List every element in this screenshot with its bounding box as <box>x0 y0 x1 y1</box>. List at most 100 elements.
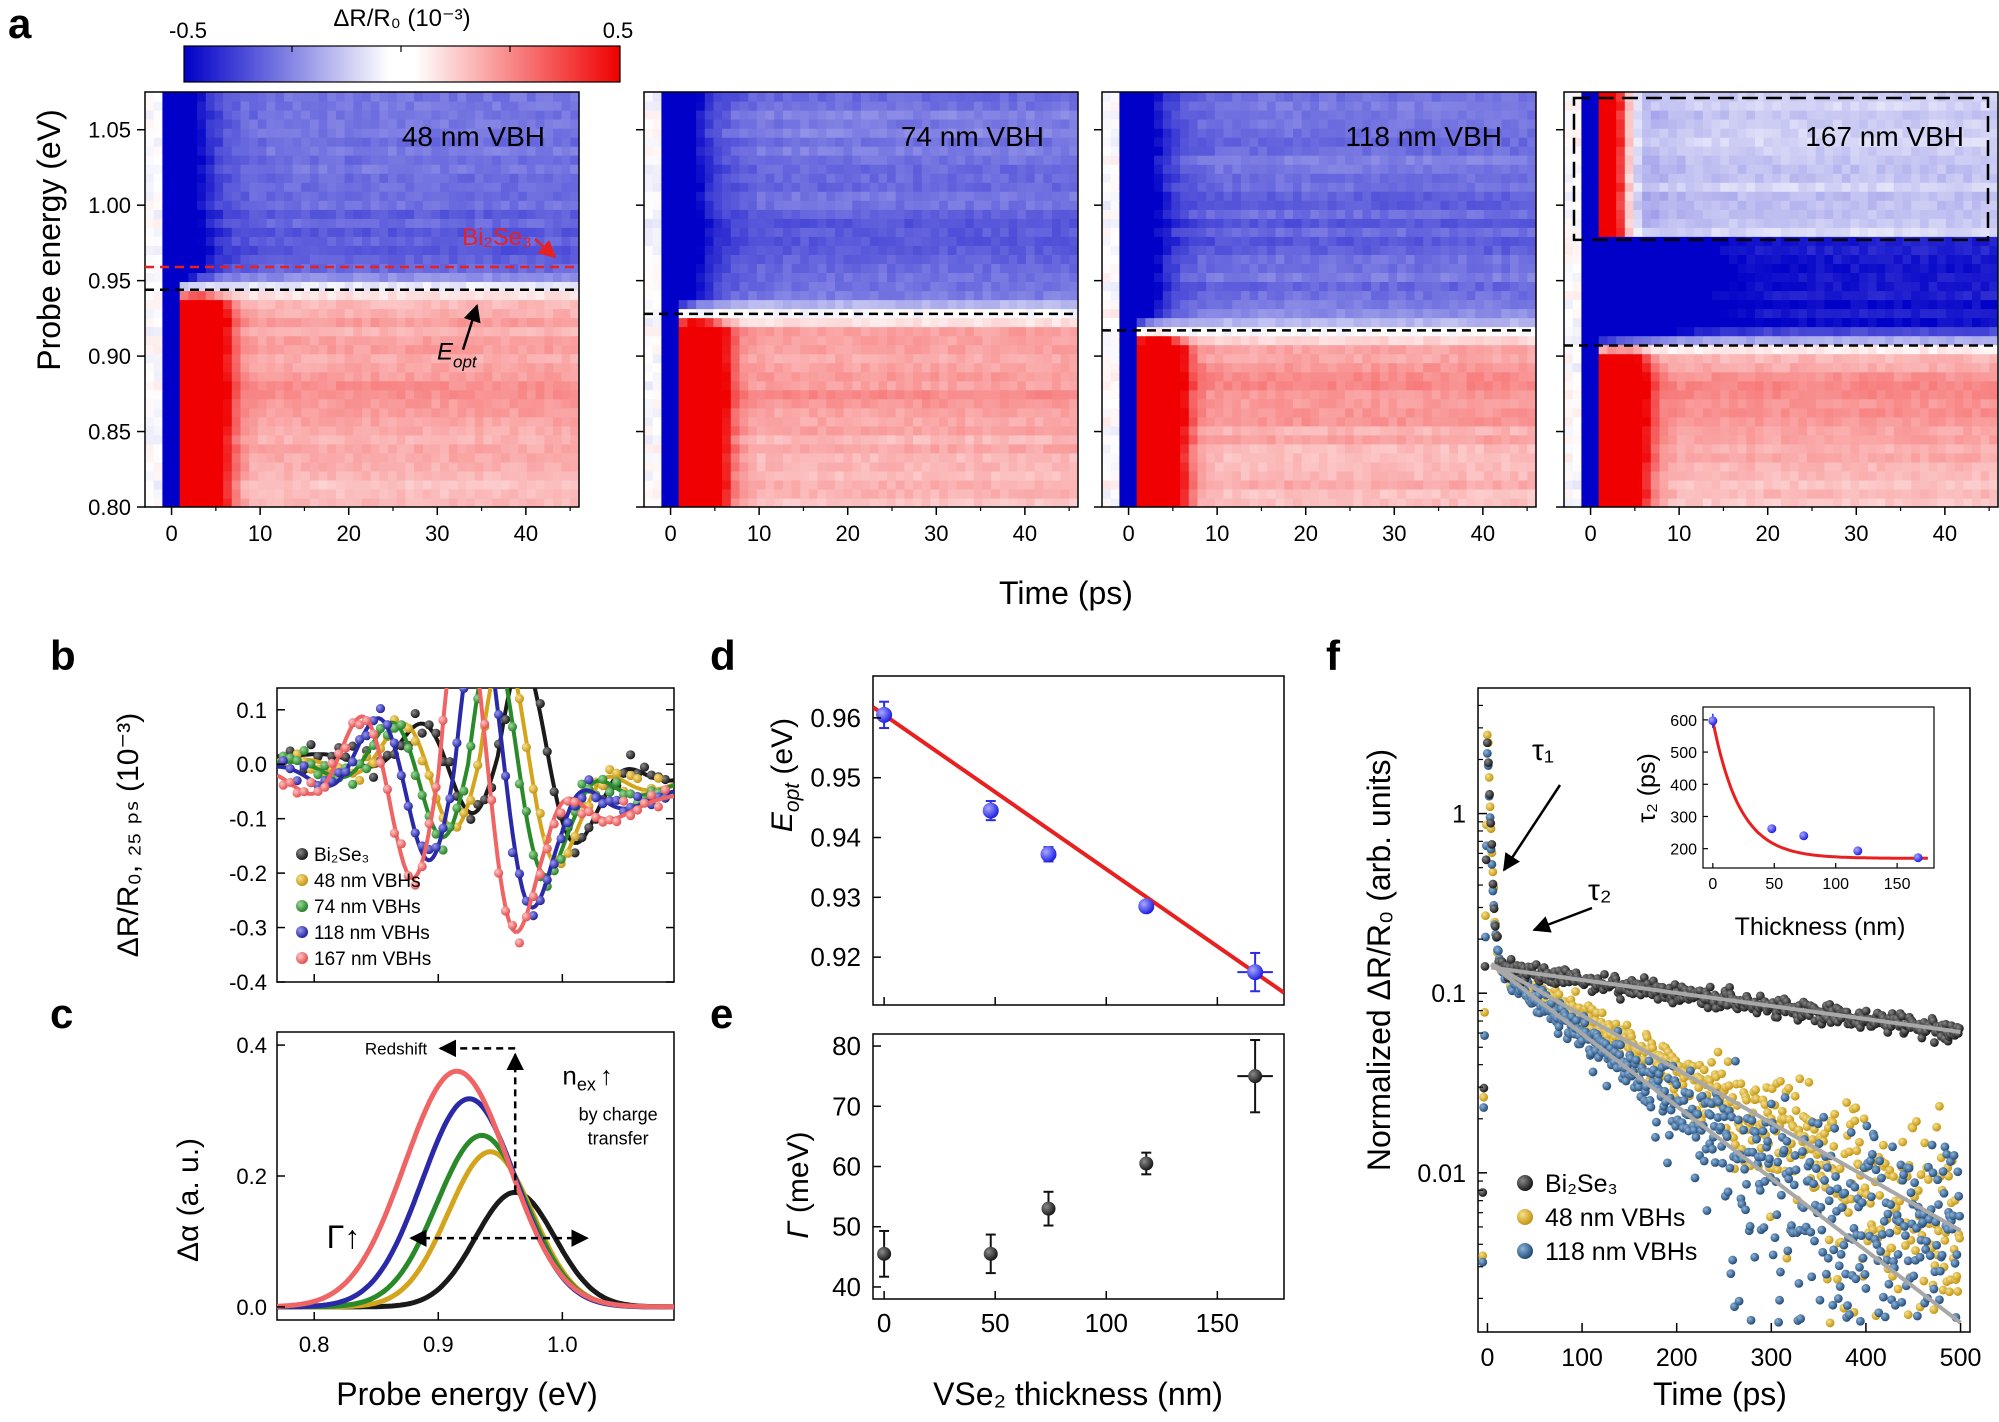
heatmap-cell <box>1353 452 1363 463</box>
heatmap-cell <box>661 479 671 490</box>
heatmap-cell <box>145 245 155 255</box>
heatmap-cell <box>214 470 224 481</box>
heatmap-cell <box>748 191 758 201</box>
heatmap-cell <box>336 443 346 454</box>
heatmap-cell <box>869 254 879 264</box>
heatmap-cell <box>275 173 285 183</box>
heatmap-cell <box>826 110 836 120</box>
heatmap-cell <box>309 191 320 201</box>
heatmap-cell <box>266 479 276 490</box>
heatmap-cell <box>214 299 224 310</box>
heatmap-cell <box>370 353 380 364</box>
heatmap-cell <box>739 191 749 201</box>
heatmap-cell <box>861 299 871 310</box>
heatmap-cell <box>1034 164 1044 174</box>
heatmap-cell <box>808 164 819 174</box>
heatmap-cell <box>544 489 554 499</box>
heatmap-cell <box>722 344 732 355</box>
heatmap-cell <box>704 416 715 427</box>
heatmap-cell <box>257 470 268 481</box>
heatmap-cell <box>765 489 775 499</box>
heatmap-cell <box>353 137 363 147</box>
heatmap-cell <box>396 128 406 138</box>
heatmap-cell <box>861 101 871 111</box>
heatmap-cell <box>895 344 905 355</box>
heatmap-cell <box>817 173 827 183</box>
heatmap-cell <box>292 164 302 174</box>
heatmap-cell <box>188 254 198 264</box>
heatmap-cell <box>808 263 819 273</box>
heatmap-cell <box>765 389 775 400</box>
heatmap-cell <box>887 416 897 427</box>
heatmap-cell <box>1154 461 1164 472</box>
heatmap-cell <box>774 344 784 355</box>
heatmap-cell <box>800 470 810 481</box>
heatmap-cell <box>991 452 1001 463</box>
heatmap-cell <box>887 344 897 355</box>
heatmap-cell <box>257 371 268 382</box>
heatmap-cell <box>1034 398 1044 409</box>
heatmap-cell <box>1025 290 1036 301</box>
heatmap-cell <box>765 164 775 174</box>
heatmap-cell <box>652 200 662 210</box>
heatmap-cell <box>500 452 511 463</box>
heatmap-cell <box>913 191 923 201</box>
heatmap-cell <box>570 335 579 346</box>
heatmap-cell <box>1388 498 1398 507</box>
heatmap-cell <box>457 299 467 310</box>
heatmap-cell <box>257 101 268 111</box>
heatmap-cell <box>292 128 302 138</box>
heatmap-cell <box>240 281 250 292</box>
heatmap-cell <box>474 371 485 382</box>
heatmap-cell <box>644 461 654 472</box>
heatmap-cell <box>153 443 163 454</box>
heatmap-cell <box>379 425 389 436</box>
heatmap-cell <box>956 317 966 328</box>
heatmap-cell <box>808 434 819 445</box>
heatmap-cell <box>492 290 502 301</box>
heatmap-cell <box>223 425 233 436</box>
heatmap-cell <box>913 452 923 463</box>
heatmap-cell <box>179 101 189 111</box>
heatmap-cell <box>553 290 563 301</box>
heatmap-cell <box>327 236 337 246</box>
heatmap-cell <box>973 128 984 138</box>
heatmap-cell <box>240 254 250 264</box>
heatmap-cell <box>869 281 879 292</box>
heatmap-cell <box>644 236 654 246</box>
heatmap-cell <box>826 434 836 445</box>
heatmap-cell <box>414 362 424 373</box>
heatmap-cell <box>826 407 836 418</box>
heatmap-cell <box>301 290 311 301</box>
heatmap-cell <box>188 101 198 111</box>
heatmap-cell <box>249 128 259 138</box>
heatmap-cell <box>353 290 363 301</box>
heatmap-cell <box>1188 470 1199 481</box>
heatmap-cell <box>214 209 224 219</box>
heatmap-cell <box>1060 398 1070 409</box>
heatmap-cell <box>292 110 302 120</box>
heatmap-cell <box>852 416 862 427</box>
heatmap-cell <box>362 263 372 273</box>
heatmap-cell <box>223 272 233 282</box>
heatmap-cell <box>500 416 511 427</box>
heatmap-cell <box>223 164 233 174</box>
heatmap-cell <box>696 200 706 210</box>
heatmap-cell <box>878 110 888 120</box>
heatmap-cell <box>999 362 1010 373</box>
heatmap-cell <box>162 191 172 201</box>
heatmap-cell <box>379 344 389 355</box>
heatmap-cell <box>1431 461 1442 472</box>
heatmap-cell <box>457 398 467 409</box>
heatmap-cell <box>153 353 163 364</box>
heatmap-cell <box>526 173 537 183</box>
heatmap-cell <box>422 227 433 237</box>
heatmap-cell <box>379 335 389 346</box>
heatmap-cell <box>240 263 250 273</box>
heatmap-cell <box>1345 452 1355 463</box>
heatmap-cell <box>704 498 715 507</box>
heatmap-cell <box>448 326 459 337</box>
heatmap-cell <box>748 209 758 219</box>
heatmap-cell <box>921 407 932 418</box>
heatmap-cell <box>474 470 485 481</box>
